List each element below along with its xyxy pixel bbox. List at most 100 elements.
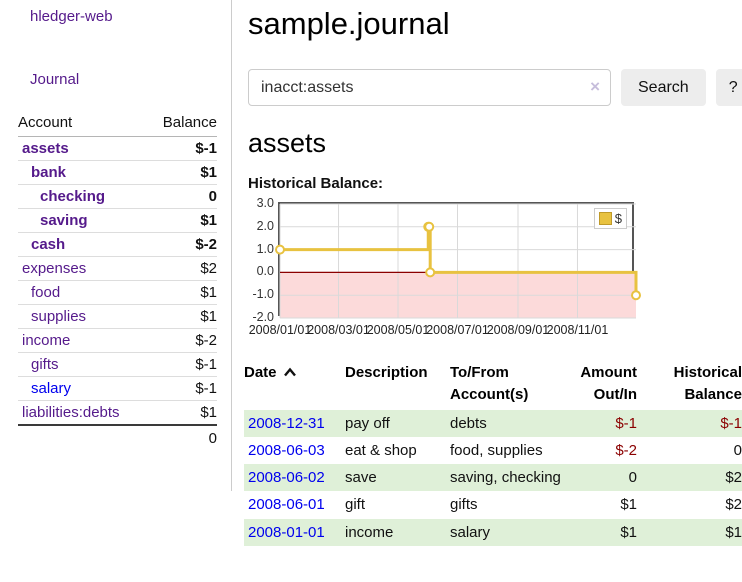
transaction-accounts: debts xyxy=(450,414,487,432)
transaction-amount: 0 xyxy=(628,469,637,486)
register-column-header: Amount Out/In xyxy=(580,364,637,403)
register-column-header: Description xyxy=(345,364,428,381)
transaction-accounts: saving, checking xyxy=(450,469,561,486)
y-tick-label: -1.0 xyxy=(252,287,274,302)
chart-svg xyxy=(275,203,641,319)
account-row: food $1 xyxy=(18,280,217,305)
transaction-accounts: salary xyxy=(450,523,491,541)
register-column-header: To/From Account(s) xyxy=(450,364,529,403)
accounts-total-value: 0 xyxy=(147,424,217,451)
transaction-balance: $2 xyxy=(725,496,742,514)
x-tick-label: 2008/01/01 xyxy=(248,323,312,337)
account-link[interactable]: bank xyxy=(31,164,67,181)
accounts-table: Account Balance assets $-1 bank $1 check… xyxy=(18,110,217,451)
account-row: gifts $-1 xyxy=(18,352,217,377)
account-row: assets $-1 xyxy=(18,136,217,161)
y-tick-label: 0.0 xyxy=(256,264,274,279)
transaction-amount: $-2 xyxy=(615,441,637,459)
help-button[interactable]: ? xyxy=(715,69,742,106)
account-link[interactable]: checking xyxy=(40,188,106,205)
transaction-accounts: gifts xyxy=(450,496,478,514)
data-point-marker xyxy=(425,267,436,278)
account-balance: $-1 xyxy=(147,352,217,377)
transaction-balance: $-1 xyxy=(720,414,742,432)
account-balance: $1 xyxy=(147,280,217,305)
transaction-amount: $1 xyxy=(620,523,637,541)
data-point-marker xyxy=(424,221,435,232)
legend-swatch-icon xyxy=(598,212,612,225)
account-row: checking 0 xyxy=(18,184,217,209)
account-balance: 0 xyxy=(147,184,217,209)
account-row: saving $1 xyxy=(18,208,217,233)
transaction-balance: 0 xyxy=(733,441,742,459)
account-balance: $-1 xyxy=(147,376,217,401)
x-tick-label: 2008/03/01 xyxy=(307,323,370,337)
x-tick-label: 2008/09/01 xyxy=(486,323,550,337)
account-link[interactable]: supplies xyxy=(31,308,87,325)
sidebar: hledger-web Journal Account Balance asse… xyxy=(0,0,232,491)
transaction-amount: $1 xyxy=(620,496,637,514)
sidebar-item-journal[interactable]: Journal xyxy=(30,71,80,88)
register-column-header: Historical Balance xyxy=(673,364,742,403)
transaction-date-link[interactable]: 2008-06-03 xyxy=(248,441,325,459)
page-title: sample.journal xyxy=(248,6,450,41)
account-link[interactable]: food xyxy=(31,284,61,301)
account-balance: $-2 xyxy=(147,232,217,257)
register-row: 2008-12-31 pay off debts $-1 $-1 xyxy=(244,409,742,437)
account-balance: $-2 xyxy=(147,328,217,353)
account-link[interactable]: salary xyxy=(31,380,72,397)
account-balance: $1 xyxy=(147,400,217,426)
account-heading: assets xyxy=(248,128,327,158)
chart-legend: $ xyxy=(593,208,627,229)
y-tick-label: -2.0 xyxy=(252,310,274,324)
account-balance: $1 xyxy=(147,208,217,233)
y-tick-label: 3.0 xyxy=(256,196,274,210)
account-balance: $-1 xyxy=(147,136,217,161)
account-row: bank $1 xyxy=(18,160,217,185)
transaction-date-link[interactable]: 2008-12-31 xyxy=(248,414,325,432)
main-content: sample.journal × Search ? assets Histori… xyxy=(232,0,742,546)
register-row: 2008-06-01 gift gifts $1 $2 xyxy=(244,491,742,518)
transaction-description: gift xyxy=(345,496,366,514)
accounts-total-row: 0 xyxy=(18,424,217,451)
register-column-header[interactable]: Date xyxy=(244,360,345,410)
account-row: cash $-2 xyxy=(18,232,217,257)
account-link[interactable]: saving xyxy=(40,212,88,229)
chart-y-axis-labels: 3.0 2.0 1.0 0.0 -1.0 -2.0 xyxy=(248,196,274,324)
account-link[interactable]: gifts xyxy=(31,356,59,373)
transaction-description: income xyxy=(345,523,394,541)
y-tick-label: 2.0 xyxy=(256,218,274,233)
account-link[interactable]: assets xyxy=(22,140,69,157)
transaction-description: eat & shop xyxy=(345,441,417,459)
transaction-date-link[interactable]: 2008-01-01 xyxy=(248,523,325,541)
search-form: × Search ? xyxy=(248,69,742,106)
transaction-description: save xyxy=(345,469,377,486)
account-link[interactable]: liabilities:debts xyxy=(22,404,120,421)
sort-ascending-icon xyxy=(283,367,296,377)
account-link[interactable]: income xyxy=(22,332,71,349)
data-point-marker xyxy=(631,290,641,301)
transaction-accounts: food, supplies xyxy=(450,441,543,459)
historical-balance-chart: 3.0 2.0 1.0 0.0 -1.0 -2.0 $ 2008/01/01 2008/03… xyxy=(248,196,742,344)
app-title[interactable]: hledger-web xyxy=(30,8,113,25)
register-row: 2008-06-02 save saving, checking 0 $2 xyxy=(244,464,742,492)
clear-search-icon[interactable]: × xyxy=(590,76,600,96)
app-window: hledger-web Journal Account Balance asse… xyxy=(0,0,742,546)
account-link[interactable]: expenses xyxy=(22,260,87,277)
account-link[interactable]: cash xyxy=(31,236,66,253)
account-balance: $2 xyxy=(147,256,217,281)
accounts-header-balance: Balance xyxy=(147,110,217,137)
account-balance: $1 xyxy=(147,304,217,329)
transaction-date-link[interactable]: 2008-06-01 xyxy=(248,496,325,514)
y-tick-label: 1.0 xyxy=(256,241,274,256)
chart-plot-area: $ xyxy=(275,202,641,319)
register-table: Date Description To/From Account(s) Amount … xyxy=(244,360,742,546)
transaction-date-link[interactable]: 2008-06-02 xyxy=(248,469,325,486)
search-input[interactable] xyxy=(248,69,611,106)
transaction-description: pay off xyxy=(345,414,390,432)
x-tick-label: 2008/07/01 xyxy=(426,323,489,337)
register-row: 2008-01-01 income salary $1 $1 xyxy=(244,518,742,546)
account-row: salary $-1 xyxy=(18,376,217,401)
search-button[interactable]: Search xyxy=(621,69,706,106)
transaction-balance: $1 xyxy=(725,523,742,541)
